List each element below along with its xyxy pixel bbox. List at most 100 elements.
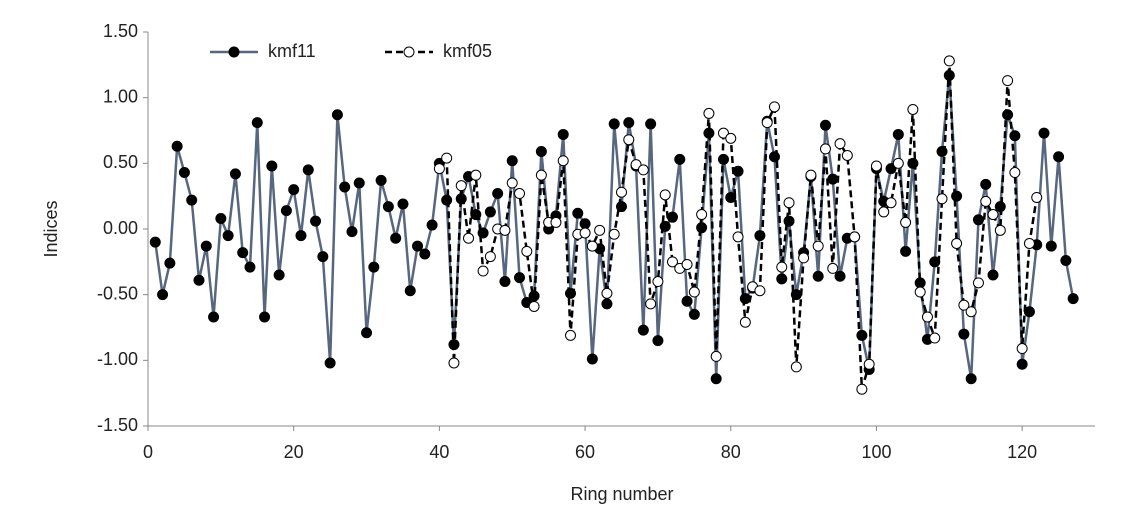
data-point (477, 227, 489, 239)
data-point (295, 230, 307, 242)
data-point (528, 290, 540, 302)
data-point (237, 247, 249, 259)
data-point (732, 165, 744, 177)
data-point (419, 248, 431, 260)
data-point (674, 153, 686, 165)
data-point (659, 189, 671, 201)
data-point (288, 184, 300, 196)
data-point (725, 191, 737, 203)
data-point (754, 230, 766, 242)
data-point (1038, 127, 1050, 139)
data-point (470, 169, 482, 181)
data-point (594, 224, 606, 236)
data-point (1067, 293, 1079, 305)
data-point (353, 177, 365, 189)
data-point (397, 198, 409, 210)
data-point (892, 157, 904, 169)
data-point (681, 258, 693, 270)
y-tick-label: 0.50 (103, 152, 138, 172)
y-tick-label: 1.50 (103, 21, 138, 41)
data-point (586, 353, 598, 365)
y-tick-label: -1.50 (97, 415, 138, 435)
data-point (907, 157, 919, 169)
data-point (506, 177, 518, 189)
data-point (637, 164, 649, 176)
data-point (783, 197, 795, 209)
data-point (943, 55, 955, 67)
data-point (921, 311, 933, 323)
data-point (637, 324, 649, 336)
data-point (222, 230, 234, 242)
data-point (499, 224, 511, 236)
data-point (929, 332, 941, 344)
data-point (572, 207, 584, 219)
data-point (455, 180, 467, 192)
data-point (565, 287, 577, 299)
data-point (696, 222, 708, 234)
data-point (514, 188, 526, 200)
data-point (455, 193, 467, 205)
data-point (790, 289, 802, 301)
data-point (965, 306, 977, 318)
data-point (739, 316, 751, 328)
data-point (936, 146, 948, 158)
data-point (666, 211, 678, 223)
data-point (412, 240, 424, 252)
data-point (339, 181, 351, 193)
data-point (259, 311, 271, 323)
data-point (834, 270, 846, 282)
data-point (601, 298, 613, 310)
data-point (317, 251, 329, 263)
data-point (266, 160, 278, 172)
data-point (361, 327, 373, 339)
data-point (404, 285, 416, 297)
data-point (244, 261, 256, 273)
data-point (717, 153, 729, 165)
data-point (943, 69, 955, 81)
data-point (1060, 255, 1072, 267)
data-point (849, 231, 861, 243)
data-point (688, 286, 700, 298)
data-point (186, 194, 198, 206)
data-point (812, 240, 824, 252)
data-point (506, 155, 518, 167)
data-point (616, 201, 627, 213)
data-point (790, 361, 802, 373)
data-point (1023, 237, 1035, 249)
data-point (717, 127, 729, 139)
data-point (448, 339, 460, 351)
data-point (470, 209, 482, 221)
data-point (929, 256, 941, 268)
legend-label: kmf05 (443, 41, 492, 61)
data-point (710, 373, 722, 385)
data-point (703, 107, 715, 119)
x-tick-label: 20 (284, 442, 304, 462)
data-point (557, 155, 569, 167)
data-point (426, 219, 438, 231)
data-point (375, 174, 387, 186)
data-point (987, 269, 999, 281)
data-point (586, 240, 598, 252)
data-point (972, 277, 984, 289)
data-point (200, 240, 212, 252)
data-point (994, 201, 1006, 213)
data-point (980, 195, 992, 207)
data-point (208, 311, 220, 323)
data-point (535, 169, 547, 181)
legend-label: kmf11 (268, 41, 316, 61)
data-point (1045, 240, 1057, 252)
data-point (900, 216, 912, 228)
data-point (521, 245, 533, 257)
data-point (856, 329, 868, 341)
data-point (273, 269, 285, 281)
data-point (805, 169, 817, 181)
data-point (958, 328, 970, 340)
data-point (1023, 306, 1035, 318)
data-point (885, 197, 897, 209)
data-point (492, 188, 504, 200)
data-point (382, 201, 394, 213)
data-point (885, 163, 897, 175)
data-point (652, 276, 664, 288)
data-point (1002, 109, 1014, 121)
